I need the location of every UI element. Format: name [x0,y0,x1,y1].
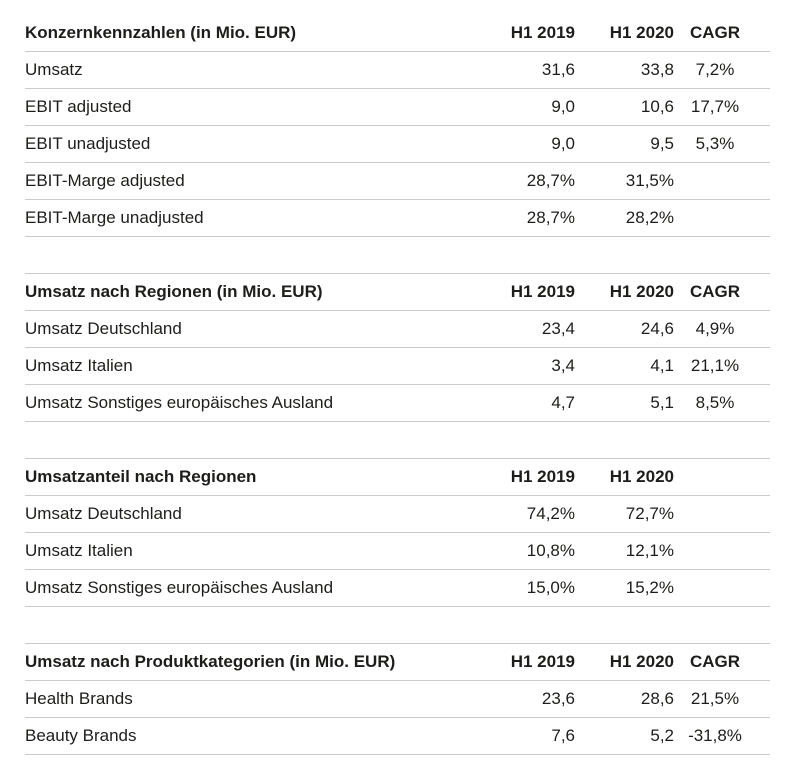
cell-h1-2019: 23,4 [541,319,575,338]
cell-h1-2020: 31,5% [625,171,674,190]
column-header-h1-2020: H1 2020 [609,23,674,42]
cell-h1-2019: 31,6 [541,60,575,79]
row-label: Umsatz [25,60,83,79]
column-header-h1-2020: H1 2020 [609,652,674,671]
column-header-empty [674,459,770,496]
table-konzernkennzahlen: Konzernkennzahlen (in Mio. EUR) H1 2019 … [25,15,770,237]
column-header-h1-2019: H1 2019 [510,467,575,486]
table-umsatz-nach-produktkategorien: Umsatz nach Produktkategorien (in Mio. E… [25,643,770,755]
cell-h1-2019: 74,2% [526,504,575,523]
cell-h1-2019: 7,6 [551,726,575,745]
cell-h1-2019: 3,4 [551,356,575,375]
column-header-h1-2019: H1 2019 [510,23,575,42]
cell-h1-2020: 24,6 [640,319,674,338]
cell-h1-2020: 15,2% [625,578,674,597]
table-row: Beauty Brands 7,6 5,2 -31,8% [25,718,770,755]
cell-h1-2019: 28,7% [526,171,575,190]
table-row: Health Brands 23,6 28,6 21,5% [25,681,770,718]
table-row: Umsatz Sonstiges europäisches Ausland 4,… [25,385,770,422]
table-row: Umsatz Deutschland 23,4 24,6 4,9% [25,311,770,348]
row-label: Umsatz Sonstiges europäisches Ausland [25,578,334,597]
cell-cagr [674,200,770,237]
column-header-cagr: CAGR [689,652,741,671]
cell-cagr [674,163,770,200]
table-header-row: Umsatz nach Regionen (in Mio. EUR) H1 20… [25,274,770,311]
table-title: Umsatzanteil nach Regionen [25,467,257,486]
cell-empty [674,570,770,607]
cell-h1-2020: 5,1 [650,393,674,412]
cell-h1-2020: 5,2 [650,726,674,745]
cell-h1-2019: 15,0% [526,578,575,597]
table-header-row: Umsatz nach Produktkategorien (in Mio. E… [25,644,770,681]
cell-h1-2020: 10,6 [640,97,674,116]
cell-cagr: 21,1% [690,356,740,375]
cell-cagr: 21,5% [690,689,740,708]
column-header-h1-2020: H1 2020 [609,467,674,486]
table-row: Umsatz Italien 3,4 4,1 21,1% [25,348,770,385]
cell-empty [674,533,770,570]
cell-cagr: -31,8% [688,726,742,745]
column-header-cagr: CAGR [689,23,741,42]
table-row: EBIT-Marge adjusted 28,7% 31,5% [25,163,770,200]
table-row: EBIT-Marge unadjusted 28,7% 28,2% [25,200,770,237]
table-row: Umsatz 31,6 33,8 7,2% [25,52,770,89]
cell-h1-2020: 4,1 [650,356,674,375]
row-label: Umsatz Sonstiges europäisches Ausland [25,393,334,412]
cell-h1-2020: 28,6 [640,689,674,708]
table-header-row: Konzernkennzahlen (in Mio. EUR) H1 2019 … [25,15,770,52]
cell-cagr: 4,9% [695,319,735,338]
cell-cagr: 5,3% [695,134,735,153]
cell-h1-2019: 10,8% [526,541,575,560]
table-row: Umsatz Deutschland 74,2% 72,7% [25,496,770,533]
row-label: Health Brands [25,689,133,708]
table-title: Umsatz nach Produktkategorien (in Mio. E… [25,652,396,671]
row-label: EBIT unadjusted [25,134,151,153]
table-title: Umsatz nach Regionen (in Mio. EUR) [25,282,323,301]
table-row: Umsatz Italien 10,8% 12,1% [25,533,770,570]
table-header-row: Umsatzanteil nach Regionen H1 2019 H1 20… [25,459,770,496]
cell-h1-2019: 23,6 [541,689,575,708]
cell-h1-2019: 9,0 [551,134,575,153]
column-header-h1-2019: H1 2019 [510,652,575,671]
table-umsatzanteil-nach-regionen: Umsatzanteil nach Regionen H1 2019 H1 20… [25,458,770,607]
row-label: Umsatz Deutschland [25,319,182,338]
cell-h1-2020: 12,1% [625,541,674,560]
cell-h1-2019: 4,7 [551,393,575,412]
row-label: Umsatz Italien [25,541,133,560]
column-header-h1-2019: H1 2019 [510,282,575,301]
cell-cagr: 8,5% [695,393,735,412]
table-title: Konzernkennzahlen (in Mio. EUR) [25,23,297,42]
cell-h1-2020: 28,2% [625,208,674,227]
cell-h1-2019: 9,0 [551,97,575,116]
table-row: EBIT unadjusted 9,0 9,5 5,3% [25,126,770,163]
cell-h1-2019: 28,7% [526,208,575,227]
table-row: Umsatz Sonstiges europäisches Ausland 15… [25,570,770,607]
cell-h1-2020: 33,8 [640,60,674,79]
column-header-cagr: CAGR [689,282,741,301]
table-umsatz-nach-regionen: Umsatz nach Regionen (in Mio. EUR) H1 20… [25,273,770,422]
cell-cagr: 7,2% [695,60,735,79]
cell-h1-2020: 72,7% [625,504,674,523]
row-label: Umsatz Deutschland [25,504,182,523]
row-label: Beauty Brands [25,726,137,745]
cell-cagr: 17,7% [690,97,740,116]
row-label: EBIT adjusted [25,97,132,116]
cell-h1-2020: 9,5 [650,134,674,153]
row-label: EBIT-Marge adjusted [25,171,185,190]
column-header-h1-2020: H1 2020 [609,282,674,301]
row-label: EBIT-Marge unadjusted [25,208,204,227]
row-label: Umsatz Italien [25,356,133,375]
table-row: EBIT adjusted 9,0 10,6 17,7% [25,89,770,126]
cell-empty [674,496,770,533]
